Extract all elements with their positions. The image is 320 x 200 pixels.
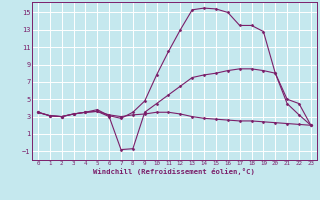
X-axis label: Windchill (Refroidissement éolien,°C): Windchill (Refroidissement éolien,°C) <box>93 168 255 175</box>
